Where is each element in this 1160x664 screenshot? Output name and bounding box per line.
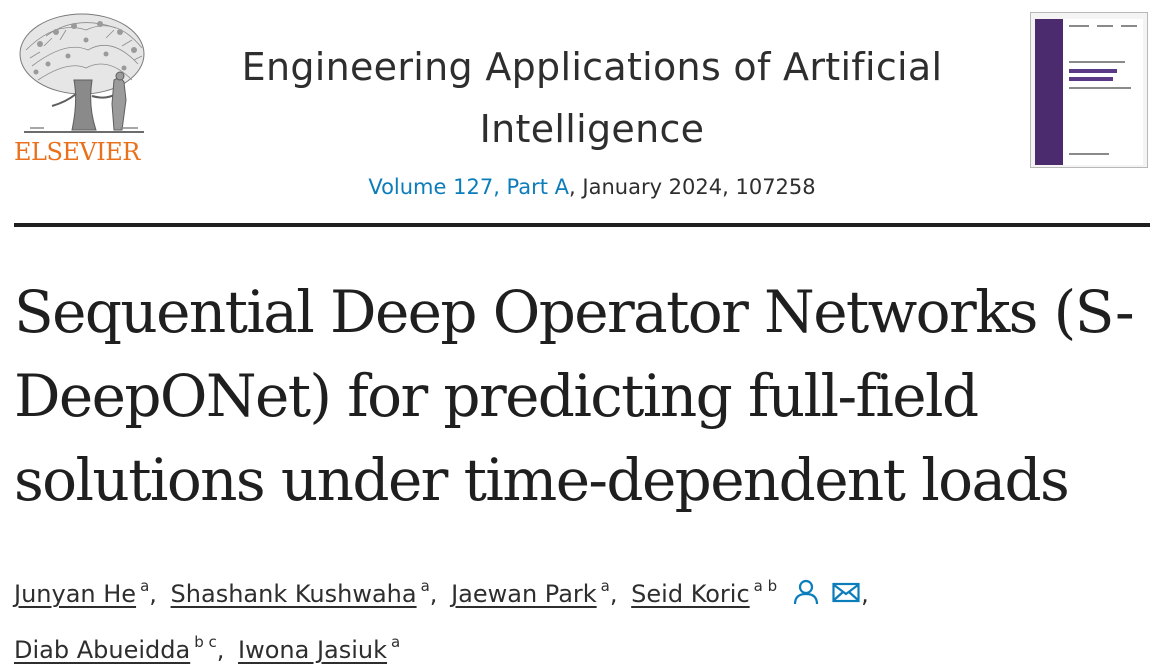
author-entry: Diab Abueidda b c [14,633,217,664]
cover-text-line [1121,25,1137,27]
author-affiliation: a [420,577,430,595]
issue-date-article-number: , January 2024, 107258 [569,175,816,199]
mail-icon[interactable] [831,578,861,606]
author-list: Junyan He a, Shashank Kushwaha a, Jaewan P… [14,562,1114,664]
cover-text-line [1069,153,1109,155]
article-title: Sequential Deep Operator Networks (S-Dee… [14,278,1135,514]
cover-text-line [1069,25,1089,27]
author-link-diab-abueidda[interactable]: Diab Abueidda [14,636,191,664]
header-divider [14,223,1150,227]
author-separator: , [609,580,618,608]
cover-title-line [1069,77,1113,81]
journal-info: Engineering Applications of Artificial I… [194,36,990,200]
author-entry: Iwona Jasiuk a [238,633,401,664]
journal-cover-thumbnail[interactable] [1030,12,1148,168]
author-separator: , [429,580,438,608]
journal-title-link[interactable]: Engineering Applications of Artificial I… [241,45,943,151]
cover-text-line [1069,87,1131,89]
author-entry: Junyan He a [14,577,150,608]
cover-color-strip [1035,19,1063,165]
cover-text-line [1069,61,1125,63]
author-separator: , [861,580,869,608]
author-entry: Shashank Kushwaha a [170,577,430,608]
author-affiliation: a b [753,577,778,595]
author-affiliation: a [391,633,401,651]
issue-line: Volume 127, Part A, January 2024, 107258 [194,174,990,200]
author-entry: Jaewan Park a [451,577,610,608]
author-affiliation: a [140,577,150,595]
author-link-junyan-he[interactable]: Junyan He [14,580,137,608]
publisher-logo[interactable]: ELSEVIER [14,8,154,170]
tree-icon [19,13,145,133]
author-separator: , [216,636,225,664]
author-separator: , [149,580,157,608]
author-affiliation: a [600,577,610,595]
author-link-iwona-jasiuk[interactable]: Iwona Jasiuk [238,636,388,664]
cover-title-line [1069,69,1117,73]
cover-text-line [1097,25,1113,27]
author-link-shashank-kushwaha[interactable]: Shashank Kushwaha [170,580,417,608]
author-affiliation: b c [194,633,217,651]
cover-panel [1063,19,1143,165]
publisher-logo-text: ELSEVIER [14,138,140,166]
issue-link[interactable]: Volume 127, Part A [368,175,570,199]
author-link-jaewan-park[interactable]: Jaewan Park [451,580,597,608]
journal-header: ELSEVIER Engineering Applications of Art… [14,8,1150,216]
author-entry: Seid Koric a b [631,577,861,608]
author-link-seid-koric[interactable]: Seid Koric [631,580,750,608]
person-icon[interactable] [791,578,821,606]
